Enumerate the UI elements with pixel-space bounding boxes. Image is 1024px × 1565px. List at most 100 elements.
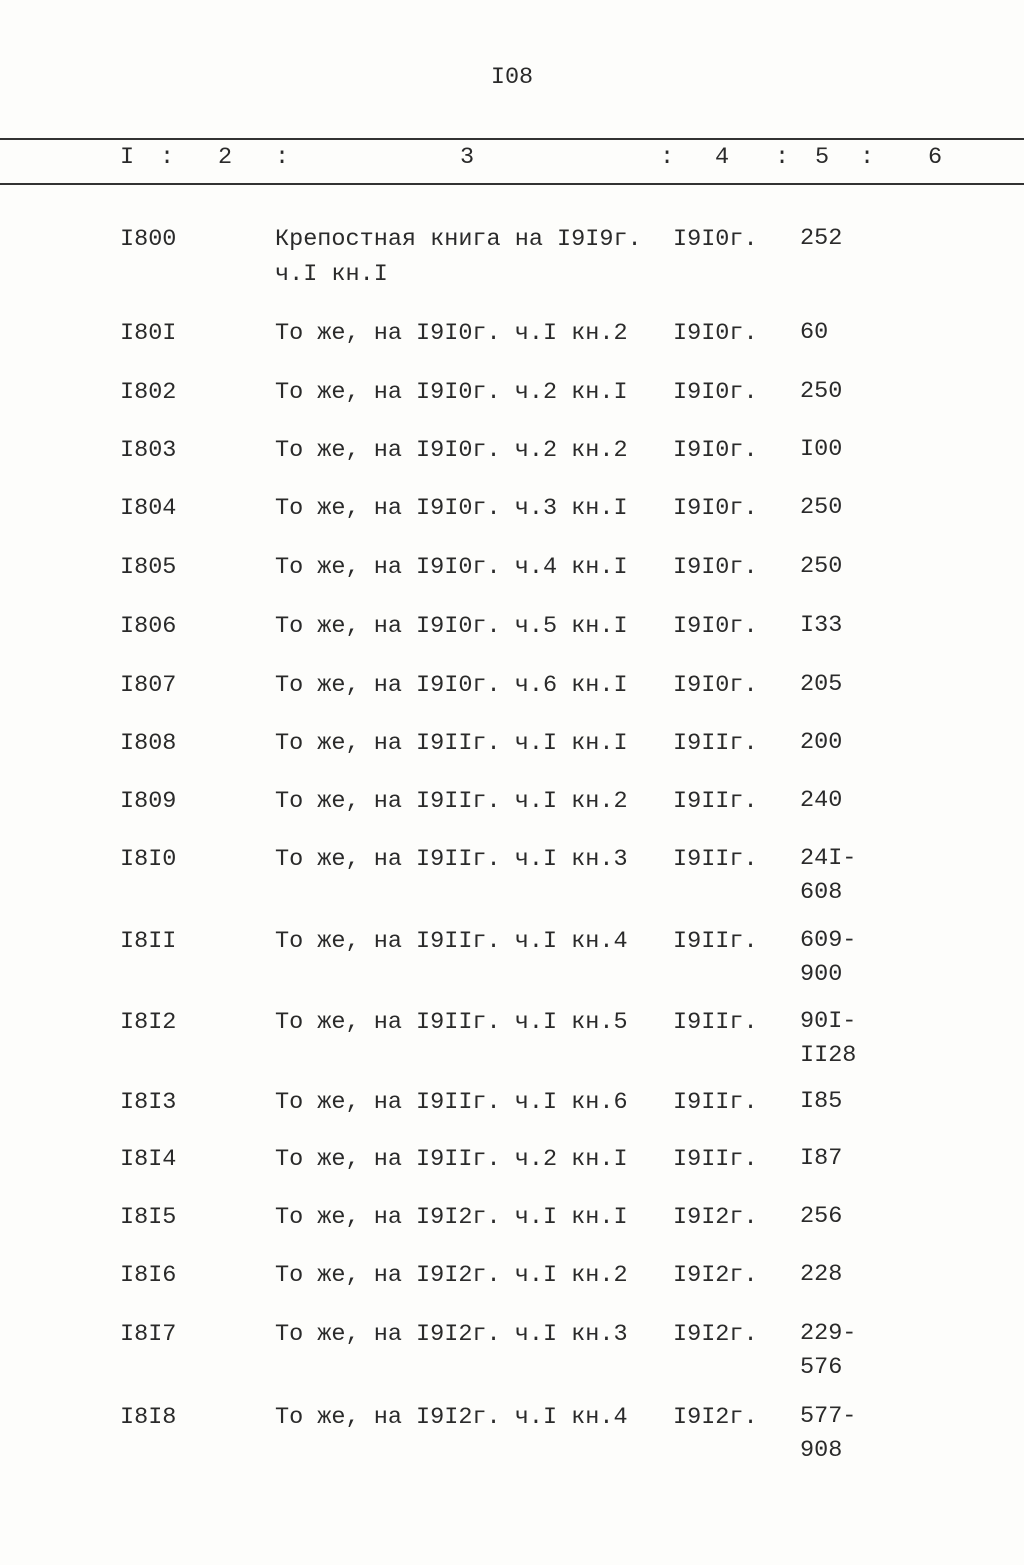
item-year: I9I2г. [673,1321,758,1348]
item-number: I80I [120,320,177,347]
column-header: 6 [928,144,943,171]
pages-line: 24I- [800,845,857,872]
title-line: То же, на I9I2г. ч.I кн.4 [275,1404,628,1431]
item-title: То же, на I9IIг. ч.2 кн.I [275,1142,628,1177]
item-pages: 24I- 608 [800,842,856,910]
item-pages: 205 [800,668,842,702]
title-line: То же, на I9IIг. ч.2 кн.I [275,1146,628,1173]
title-line: То же, на I9I0г. ч.5 кн.I [275,613,628,640]
item-year: I9I0г. [673,379,758,406]
item-title: То же, на I9I0г. ч.3 кн.I [275,491,628,526]
pages-line: 577- [800,1403,857,1430]
item-title: То же, на I9I2г. ч.I кн.2 [275,1258,628,1293]
title-line: ч.I кн.I [275,261,388,288]
pages-line: 228 [800,1261,843,1288]
title-line: То же, на I9I0г. ч.2 кн.2 [275,437,628,464]
pages-line: I87 [800,1145,843,1172]
pages-line: 609- [800,927,857,954]
item-title: То же, на I9I0г. ч.2 кн.I [275,375,628,410]
pages-line: I85 [800,1088,843,1115]
column-header: I [120,144,135,171]
item-year: I9I0г. [673,495,758,522]
column-separator: : [775,144,790,171]
pages-line: 250 [800,553,843,580]
item-title: То же, на I9I0г. ч.4 кн.I [275,550,628,585]
item-number: I8I7 [120,1321,177,1348]
item-year: I9I0г. [673,554,758,581]
item-pages: I87 [800,1142,842,1176]
column-separator: : [660,144,675,171]
pages-line: 90I- [800,1008,857,1035]
page-number: I08 [490,64,534,91]
item-year: I9I2г. [673,1204,758,1231]
title-line: То же, на I9IIг. ч.I кн.3 [275,846,628,873]
item-year: I9I2г. [673,1262,758,1289]
title-line: То же, на I9I0г. ч.I кн.2 [275,320,628,347]
title-line: То же, на I9I2г. ч.I кн.I [275,1204,628,1231]
item-title: То же, на I9IIг. ч.I кн.2 [275,784,628,819]
item-pages: 577- 908 [800,1400,856,1468]
column-header: 3 [460,144,475,171]
item-year: I9I0г. [673,226,758,253]
title-line: То же, на I9IIг. ч.I кн.6 [275,1089,628,1116]
item-pages: 90I- II28 [800,1005,856,1073]
item-number: I8I0 [120,846,177,873]
item-number: I805 [120,554,177,581]
item-pages: 609- 900 [800,924,856,992]
item-number: I800 [120,226,177,253]
item-title: То же, на I9I0г. ч.2 кн.2 [275,433,628,468]
item-year: I9IIг. [673,1009,758,1036]
pages-line: 250 [800,494,843,521]
item-number: I8II [120,928,177,955]
item-number: I8I6 [120,1262,177,1289]
item-year: I9IIг. [673,730,758,757]
item-pages: I85 [800,1085,842,1119]
item-title: То же, на I9I2г. ч.I кн.4 [275,1400,628,1435]
item-pages: 60 [800,316,828,350]
header-bottom-rule [0,183,1024,185]
item-year: I9I0г. [673,437,758,464]
pages-line: 200 [800,729,843,756]
item-year: I9IIг. [673,928,758,955]
item-title: Крепостная книга на I9I9г. ч.I кн.I [275,222,642,292]
item-pages: I00 [800,433,842,467]
pages-line: 608 [800,879,843,906]
column-header: 5 [815,144,830,171]
item-title: То же, на I9I0г. ч.I кн.2 [275,316,628,351]
item-pages: 250 [800,491,842,525]
pages-line: 229- [800,1320,857,1347]
title-line: То же, на I9IIг. ч.I кн.2 [275,788,628,815]
item-number: I803 [120,437,177,464]
pages-line: 908 [800,1437,843,1464]
item-pages: 200 [800,726,842,760]
column-separator: : [275,144,290,171]
item-number: I8I8 [120,1404,177,1431]
item-number: I808 [120,730,177,757]
title-line: То же, на I9I0г. ч.4 кн.I [275,554,628,581]
item-pages: 228 [800,1258,842,1292]
title-line: То же, на I9I2г. ч.I кн.2 [275,1262,628,1289]
item-number: I8I2 [120,1009,177,1036]
item-year: I9I0г. [673,613,758,640]
pages-line: 256 [800,1203,843,1230]
item-number: I807 [120,672,177,699]
item-number: I809 [120,788,177,815]
item-title: То же, на I9IIг. ч.I кн.4 [275,924,628,959]
item-title: То же, на I9IIг. ч.I кн.3 [275,842,628,877]
item-pages: I33 [800,609,842,643]
pages-line: 205 [800,671,843,698]
item-number: I8I4 [120,1146,177,1173]
pages-line: 900 [800,961,843,988]
item-pages: 250 [800,375,842,409]
column-separator: : [160,144,175,171]
column-separator: : [860,144,875,171]
item-title: То же, на I9IIг. ч.I кн.I [275,726,628,761]
item-title: То же, на I9I2г. ч.I кн.3 [275,1317,628,1352]
item-pages: 240 [800,784,842,818]
item-pages: 252 [800,222,842,256]
item-title: То же, на I9I0г. ч.6 кн.I [275,668,628,703]
item-number: I802 [120,379,177,406]
item-number: I8I3 [120,1089,177,1116]
item-year: I9I0г. [673,672,758,699]
pages-line: 250 [800,378,843,405]
